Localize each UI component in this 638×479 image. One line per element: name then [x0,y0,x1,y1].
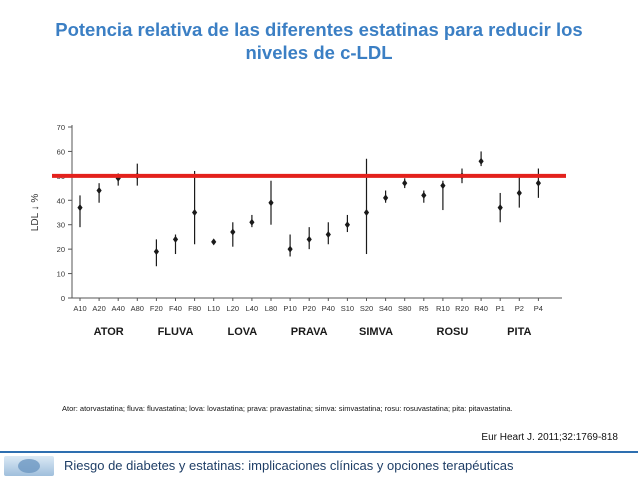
x-tick-label: F20 [150,304,163,313]
group-label: LOVA [227,326,257,338]
x-tick-label: P40 [322,304,335,313]
group-label: FLUVA [158,326,194,338]
y-tick-label: 30 [57,221,65,230]
data-point [96,187,102,195]
y-tick-label: 60 [57,147,65,156]
data-point [77,204,83,212]
x-tick-label: P10 [283,304,296,313]
x-tick-label: S10 [341,304,354,313]
x-tick-label: P1 [496,304,505,313]
y-tick-label: 10 [57,270,65,279]
slide-title-line1: Potencia relativa de las diferentes esta… [55,19,583,40]
data-point [230,228,236,236]
x-tick-label: R20 [455,304,469,313]
footer-divider [0,451,638,453]
x-tick-label: P4 [534,304,543,313]
data-point [497,204,503,212]
data-point [421,191,427,199]
slide-title-line2: niveles de c-LDL [245,42,393,63]
data-point [249,218,255,226]
y-tick-label: 70 [57,123,65,132]
abbreviations-note: Ator: atorvastatina; fluva: fluvastatina… [62,404,513,413]
x-tick-label: A20 [92,304,105,313]
footer-title: Riesgo de diabetes y estatinas: implicac… [64,458,514,473]
data-point [192,209,198,216]
x-tick-label: L80 [265,304,278,313]
data-point [306,235,312,243]
group-label: PITA [507,326,531,338]
x-tick-label: L40 [246,304,259,313]
x-tick-label: S40 [379,304,392,313]
data-point [344,221,350,229]
x-tick-label: S20 [360,304,373,313]
group-label: ROSU [437,326,469,338]
footer-logo [4,456,54,476]
x-tick-label: A40 [112,304,125,313]
citation: Eur Heart J. 2011;32:1769-818 [481,432,618,443]
x-tick-label: P20 [303,304,316,313]
group-label: SIMVA [359,326,393,338]
data-point [535,179,541,187]
x-tick-label: A10 [73,304,86,313]
data-point [325,230,331,238]
data-point [211,238,217,246]
data-point [172,235,179,243]
y-tick-label: 40 [57,196,65,205]
x-tick-label: A80 [131,304,144,313]
x-tick-label: P2 [515,304,524,313]
data-point [383,194,389,202]
data-point [402,179,408,187]
group-label: PRAVA [291,326,328,338]
y-axis-label: LDL ↓ % [30,194,41,232]
x-tick-label: L20 [227,304,240,313]
slide-title: Potencia relativa de las diferentes esta… [14,18,624,64]
x-tick-label: F80 [188,304,201,313]
group-label: ATOR [94,326,124,338]
y-tick-label: 0 [61,294,65,303]
x-tick-label: L10 [207,304,220,313]
data-point [268,199,274,207]
data-point [440,182,446,190]
data-point [363,209,370,216]
data-point [287,245,293,253]
data-point [478,157,484,165]
data-point [153,248,159,256]
x-tick-label: R10 [436,304,450,313]
data-point [516,189,522,197]
x-tick-label: F40 [169,304,182,313]
y-tick-label: 20 [57,245,65,254]
ldl-reduction-chart: 010203040506070LDL ↓ %A10A20A40A80F20F40… [30,123,566,338]
x-tick-label: S80 [398,304,411,313]
x-tick-label: R40 [474,304,488,313]
x-tick-label: R5 [419,304,429,313]
